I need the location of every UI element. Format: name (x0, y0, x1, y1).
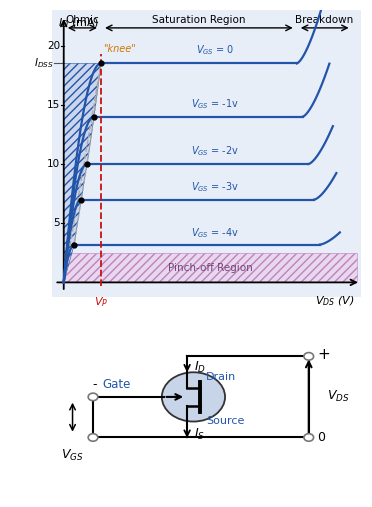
Text: -: - (93, 378, 101, 390)
Text: Pinch-off Region: Pinch-off Region (168, 263, 253, 273)
Text: $V_{GS}$: $V_{GS}$ (61, 448, 84, 463)
Text: 15: 15 (47, 100, 60, 110)
Text: "knee": "knee" (103, 44, 136, 54)
Text: Gate: Gate (102, 378, 131, 390)
Text: Saturation Region: Saturation Region (152, 15, 246, 25)
Text: 5: 5 (54, 218, 60, 228)
Bar (64, 253, 357, 282)
Text: $V_{GS}$ = -4v: $V_{GS}$ = -4v (191, 226, 239, 240)
Polygon shape (64, 63, 101, 282)
Text: Breakdown: Breakdown (295, 15, 353, 25)
Text: $V_{DS}$ (V): $V_{DS}$ (V) (315, 294, 355, 308)
Text: $V_P$: $V_P$ (94, 295, 108, 309)
Text: 10: 10 (47, 159, 60, 169)
Text: $V_{GS}$ = -2v: $V_{GS}$ = -2v (191, 144, 239, 158)
Text: $V_{GS}$ = -1v: $V_{GS}$ = -1v (191, 97, 239, 111)
Text: 20: 20 (47, 41, 60, 51)
Text: $V_{DS}$: $V_{DS}$ (327, 389, 350, 405)
Circle shape (304, 352, 314, 360)
Text: Ohmic: Ohmic (65, 15, 99, 25)
Circle shape (304, 433, 314, 441)
Text: $I_{DSS}$: $I_{DSS}$ (34, 56, 54, 70)
Text: $V_{GS}$ = 0: $V_{GS}$ = 0 (196, 44, 234, 57)
Bar (64, 253, 357, 282)
Text: $I_D$ (mA): $I_D$ (mA) (58, 16, 99, 29)
Circle shape (162, 372, 225, 421)
Text: 0: 0 (317, 431, 325, 444)
Text: $I_S$: $I_S$ (194, 426, 205, 442)
Text: Drain: Drain (206, 372, 236, 382)
Circle shape (88, 433, 98, 441)
Circle shape (88, 393, 98, 401)
Text: Source: Source (206, 416, 244, 426)
Text: +: + (317, 347, 330, 363)
Text: $V_{GS}$ = -3v: $V_{GS}$ = -3v (191, 180, 239, 194)
Text: $I_D$: $I_D$ (194, 360, 206, 375)
